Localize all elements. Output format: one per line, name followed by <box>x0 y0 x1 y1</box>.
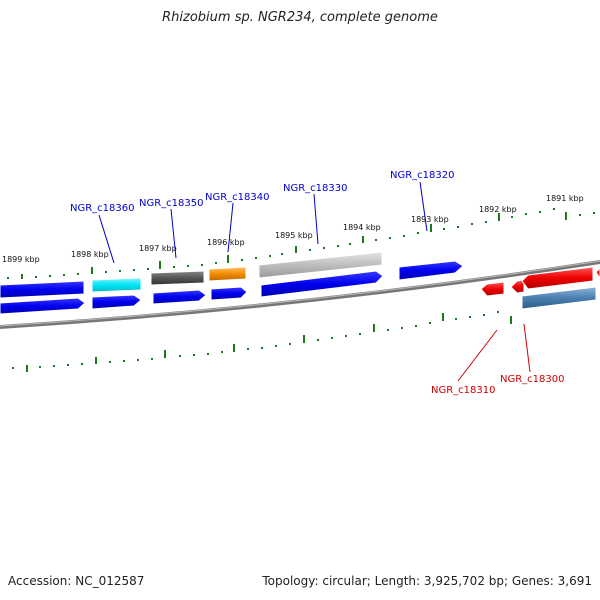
gene-arrow-lower-blue-2[interactable] <box>91 294 142 310</box>
gene-arrow-lower-blue-3[interactable] <box>152 289 207 305</box>
ruler-label-1893: 1893 kbp <box>411 215 449 224</box>
gene-arrow-lower-blue-5[interactable] <box>260 270 384 298</box>
label-ngr-c18330[interactable]: NGR_c18330 <box>283 183 348 194</box>
ruler-label-1899: 1899 kbp <box>2 255 40 264</box>
gene-arrow-lower-blue-4[interactable] <box>210 286 248 301</box>
ruler-label-1896: 1896 kbp <box>207 238 245 247</box>
ruler-label-1895: 1895 kbp <box>275 231 313 240</box>
genome-backbone <box>0 260 600 329</box>
ruler-label-1898: 1898 kbp <box>71 250 109 259</box>
gene-arrow-ngr-c18340[interactable] <box>208 266 247 282</box>
label-ngr-c18300[interactable]: NGR_c18300 <box>500 374 565 385</box>
accession-text: Accession: NC_012587 <box>8 574 145 588</box>
gene-arrow-ngr-c18350[interactable] <box>150 270 205 286</box>
gene-arrow-red-edge[interactable] <box>595 267 600 279</box>
label-ngr-c18320[interactable]: NGR_c18320 <box>390 170 455 181</box>
ruler-label-1891: 1891 kbp <box>546 194 584 203</box>
leader-ngr-c18310 <box>457 329 498 382</box>
label-ngr-c18340[interactable]: NGR_c18340 <box>205 192 270 203</box>
gene-arrow-upper-blue-left[interactable] <box>0 280 85 299</box>
leader-ngr-c18350 <box>170 208 177 259</box>
leader-ngr-c18360 <box>98 214 115 264</box>
label-ngr-c18360[interactable]: NGR_c18360 <box>70 203 135 214</box>
lower-ruler-ticks <box>12 311 512 372</box>
gene-arrow-ngr-c18360[interactable] <box>91 277 142 293</box>
gene-arrow-red-small[interactable] <box>510 279 525 294</box>
gene-arrow-steel-blue[interactable] <box>521 286 597 310</box>
leader-ngr-c18340 <box>227 202 234 253</box>
gene-arrow-ngr-c18330[interactable] <box>258 251 383 279</box>
gene-arrow-upper-blue-right[interactable] <box>398 260 464 281</box>
ruler-label-1894: 1894 kbp <box>343 223 381 232</box>
ruler-label-1892: 1892 kbp <box>479 205 517 214</box>
map-title: Rhizobium sp. NGR234, complete genome <box>162 10 438 25</box>
leader-ngr-c18300 <box>523 323 531 373</box>
upper-ruler-ticks <box>7 208 595 279</box>
label-ngr-c18310[interactable]: NGR_c18310 <box>431 385 496 396</box>
gene-arrow-lower-blue-left[interactable] <box>0 297 86 315</box>
genome-summary-text: Topology: circular; Length: 3,925,702 bp… <box>262 574 592 588</box>
gene-arrow-ngr-c18300[interactable] <box>521 266 594 290</box>
label-ngr-c18350[interactable]: NGR_c18350 <box>139 198 204 209</box>
leader-ngr-c18320 <box>419 181 428 232</box>
genome-backbone-highlight <box>0 260 600 327</box>
leader-ngr-c18330 <box>313 193 319 245</box>
ruler-label-1897: 1897 kbp <box>139 244 177 253</box>
gene-arrow-ngr-c18310[interactable] <box>480 281 505 297</box>
